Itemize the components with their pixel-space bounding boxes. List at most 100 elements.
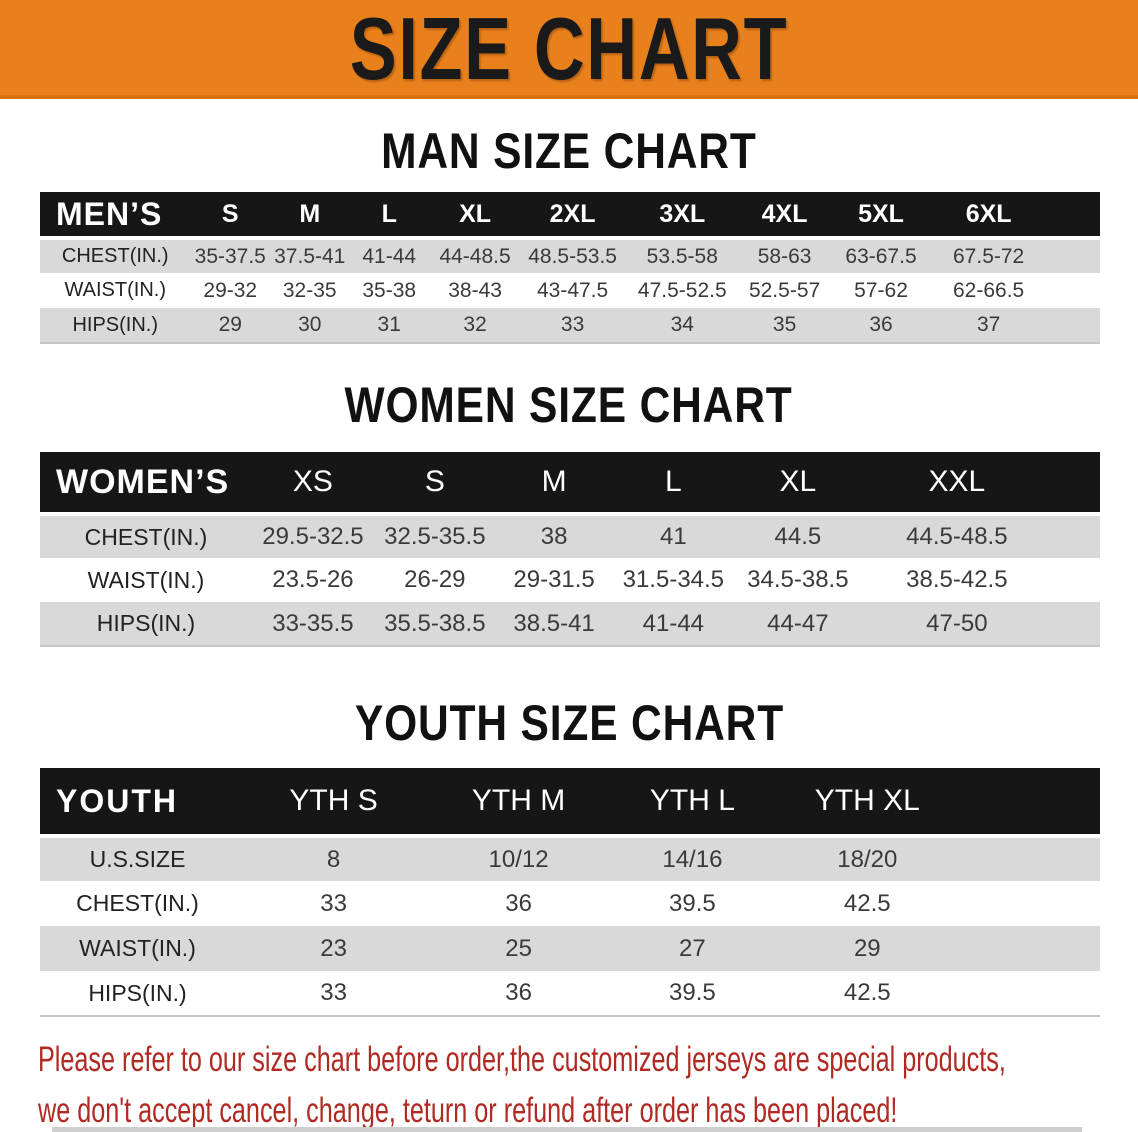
men-size-table: MEN’S S M L XL 2XL 3XL 4XL 5XL 6XL CHEST… (40, 192, 1100, 344)
disclaimer: Please refer to our size chart before or… (38, 1034, 1138, 1132)
data-cell: 32-35 (270, 273, 350, 308)
women-size-table: WOMEN’S XS S M L XL XXL CHEST(IN.) 29.5-… (40, 452, 1100, 647)
filler-cell (1043, 238, 1100, 273)
youth-header-row: YOUTH YTH S YTH M YTH L YTH XL (40, 768, 1100, 838)
data-cell: 67.5-72 (933, 238, 1044, 273)
row-label-cell: HIPS(IN.) (40, 602, 252, 646)
size-col-header: 3XL (624, 192, 741, 240)
table-row: HIPS(IN.) 33 36 39.5 42.5 (40, 971, 1100, 1016)
size-col-header: 6XL (933, 192, 1044, 240)
data-cell: 58-63 (740, 238, 829, 273)
data-cell: 8 (235, 836, 433, 881)
data-cell: 48.5-53.5 (521, 238, 624, 273)
data-cell: 29 (779, 926, 955, 971)
data-cell: 41 (612, 514, 735, 558)
data-cell: 36 (432, 881, 605, 926)
men-header-label: MEN’S (40, 192, 191, 240)
women-header-label: WOMEN’S (40, 452, 252, 516)
data-cell: 37 (933, 308, 1044, 343)
row-label-cell: CHEST(IN.) (40, 238, 191, 273)
data-cell: 38.5-42.5 (861, 558, 1053, 602)
data-cell: 63-67.5 (828, 238, 934, 273)
banner: SIZE CHART (0, 0, 1138, 99)
size-col-header: YTH XL (779, 768, 955, 838)
size-col-header: M (270, 192, 350, 240)
data-cell: 27 (604, 926, 780, 971)
data-cell: 30 (270, 308, 350, 343)
data-cell: 29.5-32.5 (252, 514, 374, 558)
row-label-cell: CHEST(IN.) (40, 514, 252, 558)
data-cell: 44-47 (734, 602, 862, 646)
row-label-cell: WAIST(IN.) (40, 273, 191, 308)
data-cell: 32.5-35.5 (373, 514, 496, 558)
data-cell: 44.5 (734, 514, 862, 558)
row-label-cell: WAIST(IN.) (40, 926, 236, 971)
data-cell: 41-44 (349, 238, 429, 273)
data-cell: 62-66.5 (933, 273, 1044, 308)
men-section-title: MAN SIZE CHART (381, 123, 757, 179)
data-cell: 31.5-34.5 (612, 558, 735, 602)
data-cell: 35 (740, 308, 829, 343)
data-cell: 39.5 (604, 881, 780, 926)
data-cell: 44.5-48.5 (861, 514, 1053, 558)
youth-section-title: YOUTH SIZE CHART (354, 695, 784, 751)
size-col-header: XL (428, 192, 522, 240)
filler-cell (954, 926, 1100, 971)
data-cell: 47.5-52.5 (624, 273, 741, 308)
size-col-header: L (612, 452, 735, 516)
data-cell: 33 (235, 881, 433, 926)
women-section-title: WOMEN SIZE CHART (344, 377, 794, 433)
data-cell: 47-50 (861, 602, 1053, 646)
filler-cell (954, 881, 1100, 926)
data-cell: 39.5 (604, 971, 780, 1016)
disclaimer-line-2: we don't accept cancel, change, teturn o… (38, 1091, 898, 1130)
size-col-header: M (495, 452, 613, 516)
women-header-row: WOMEN’S XS S M L XL XXL (40, 452, 1100, 516)
data-cell: 52.5-57 (740, 273, 829, 308)
row-label-cell: HIPS(IN.) (40, 971, 236, 1016)
filler-cell (954, 971, 1100, 1016)
data-cell: 44-48.5 (428, 238, 522, 273)
table-row: HIPS(IN.) 33-35.5 35.5-38.5 38.5-41 41-4… (40, 602, 1100, 646)
table-row: CHEST(IN.) 29.5-32.5 32.5-35.5 38 41 44.… (40, 514, 1100, 558)
data-cell: 31 (349, 308, 429, 343)
data-cell: 33 (521, 308, 624, 343)
data-cell: 23 (235, 926, 433, 971)
table-row: HIPS(IN.) 29 30 31 32 33 34 35 36 37 (40, 308, 1100, 343)
size-col-header: XS (252, 452, 374, 516)
filler-cell (1052, 514, 1100, 558)
table-row: U.S.SIZE 8 10/12 14/16 18/20 (40, 836, 1100, 881)
row-label-cell: U.S.SIZE (40, 836, 236, 881)
data-cell: 42.5 (779, 971, 955, 1016)
data-cell: 35-37.5 (190, 238, 270, 273)
row-label-cell: CHEST(IN.) (40, 881, 236, 926)
size-col-header: 4XL (740, 192, 829, 240)
row-label-cell: HIPS(IN.) (40, 308, 191, 343)
size-col-header: S (190, 192, 270, 240)
size-col-header: 2XL (521, 192, 624, 240)
table-row: CHEST(IN.) 33 36 39.5 42.5 (40, 881, 1100, 926)
size-col-header: YTH L (604, 768, 780, 838)
size-col-header: 5XL (828, 192, 934, 240)
size-col-header: L (349, 192, 429, 240)
data-cell: 35.5-38.5 (373, 602, 496, 646)
row-label-cell: WAIST(IN.) (40, 558, 252, 602)
filler-cell (1043, 273, 1100, 308)
data-cell: 29 (190, 308, 270, 343)
youth-header-label: YOUTH (40, 768, 236, 838)
data-cell: 36 (432, 971, 605, 1016)
data-cell: 41-44 (612, 602, 735, 646)
men-header-row: MEN’S S M L XL 2XL 3XL 4XL 5XL 6XL (40, 192, 1100, 240)
size-col-header: XXL (861, 452, 1053, 516)
data-cell: 34.5-38.5 (734, 558, 862, 602)
data-cell: 35-38 (349, 273, 429, 308)
data-cell: 37.5-41 (270, 238, 350, 273)
data-cell: 10/12 (432, 836, 605, 881)
table-row: WAIST(IN.) 23.5-26 26-29 29-31.5 31.5-34… (40, 558, 1100, 602)
disclaimer-line-1: Please refer to our size chart before or… (38, 1040, 1006, 1079)
filler-cell (1043, 192, 1100, 240)
data-cell: 33-35.5 (252, 602, 374, 646)
size-col-header: XL (734, 452, 862, 516)
youth-size-table: YOUTH YTH S YTH M YTH L YTH XL U.S.SIZE … (40, 768, 1100, 1017)
